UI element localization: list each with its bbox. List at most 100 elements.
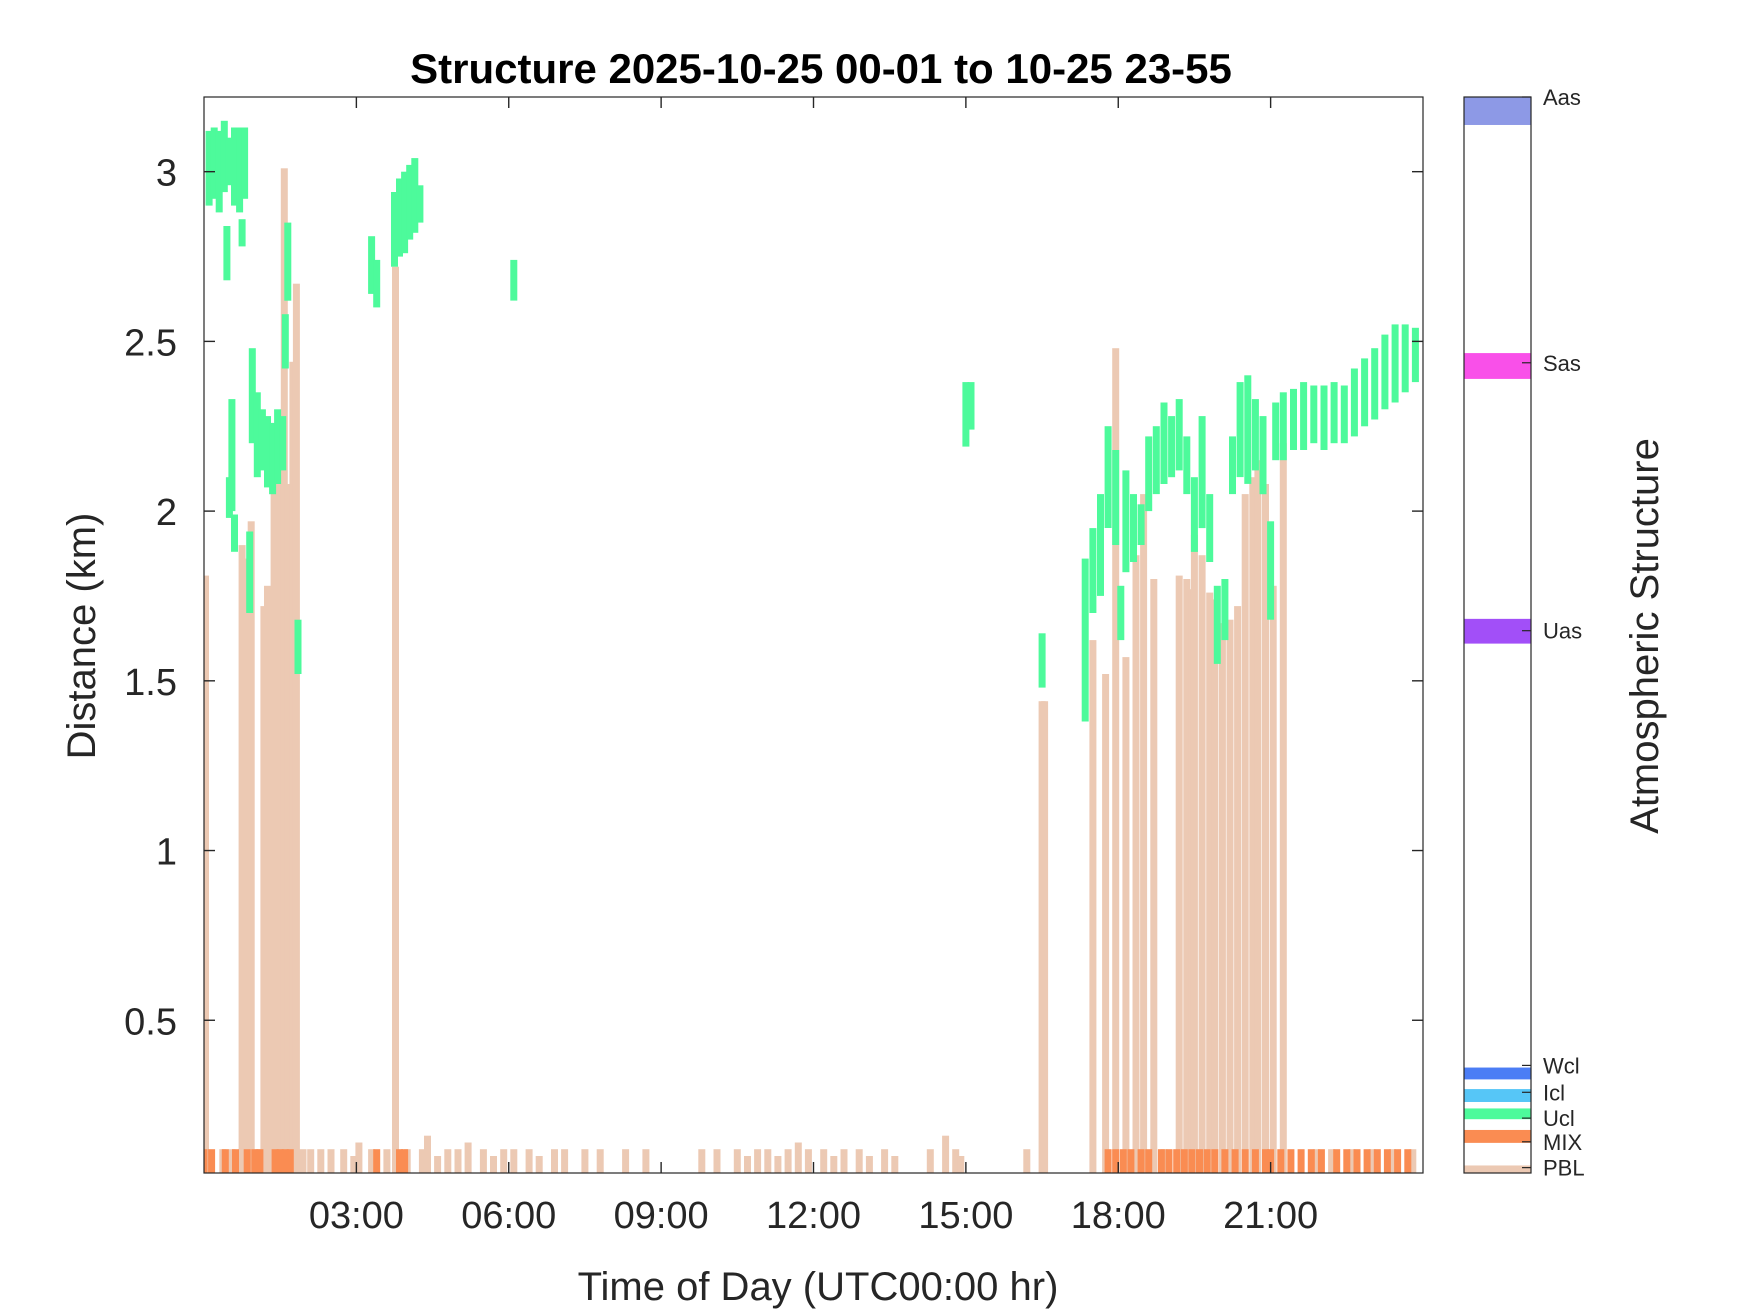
cell-ucl — [1198, 416, 1206, 529]
cell-ucl — [246, 531, 254, 613]
y-tick-label: 2.5 — [124, 322, 177, 364]
cell-ucl — [1213, 585, 1221, 664]
cell-pbl — [1262, 484, 1269, 1173]
cell-mix — [256, 1149, 264, 1173]
cell-pbl — [383, 1149, 391, 1173]
cell-pbl — [1312, 1149, 1320, 1173]
cell-mix — [1157, 1149, 1165, 1173]
cell-mix — [1394, 1149, 1402, 1173]
cell-ucl — [281, 314, 289, 369]
cell-pbl — [1175, 575, 1183, 1173]
colorbar-frame — [1463, 96, 1532, 1174]
cell-ucl — [1236, 382, 1244, 478]
cell-mix — [1173, 1149, 1181, 1173]
cell-ucl — [231, 514, 238, 552]
cell-pbl — [774, 1156, 782, 1173]
cell-ucl — [1371, 348, 1379, 420]
cell-pbl — [1409, 1149, 1417, 1173]
cell-pbl — [957, 1156, 965, 1173]
cell-pbl — [1041, 701, 1049, 1173]
cell-ucl — [1272, 402, 1280, 461]
cell-ucl — [368, 236, 376, 294]
cell-ucl — [1104, 426, 1112, 528]
cell-ucl — [391, 192, 398, 267]
cell-mix — [1165, 1149, 1173, 1173]
cell-pbl — [1241, 494, 1249, 1174]
cell-pbl — [299, 1149, 307, 1173]
cell-ucl — [1381, 334, 1389, 410]
cell-pbl — [622, 1149, 630, 1173]
cell-ucl — [1361, 358, 1369, 427]
cell-mix — [1196, 1149, 1203, 1173]
cell-ucl — [1330, 382, 1338, 444]
cell-pbl — [1122, 657, 1130, 1173]
cell-pbl — [350, 1156, 358, 1173]
cell-pbl — [260, 606, 268, 1173]
cell-pbl — [561, 1149, 569, 1173]
cell-pbl — [830, 1156, 838, 1173]
cell-pbl — [204, 575, 209, 1173]
x-tick-label: 06:00 — [461, 1195, 556, 1237]
cell-pbl — [525, 1149, 533, 1173]
cell-pbl — [744, 1156, 751, 1173]
cell-mix — [271, 1149, 279, 1173]
cell-ucl — [1279, 392, 1287, 461]
cell-ucl — [373, 259, 381, 308]
cell-ucl — [962, 382, 970, 447]
colorbar-band-icl — [1464, 1089, 1531, 1102]
cell-ucl — [1229, 436, 1236, 495]
cell-pbl — [1234, 606, 1242, 1173]
cell-mix — [1145, 1149, 1153, 1173]
cell-pbl — [891, 1156, 899, 1173]
cell-pbl — [1211, 599, 1219, 1173]
cell-pbl — [733, 1149, 741, 1173]
cell-pbl — [355, 1142, 363, 1173]
cell-ucl — [1411, 327, 1419, 383]
cell-ucl — [231, 127, 238, 206]
cell-pbl — [510, 1149, 518, 1173]
cell-pbl — [274, 477, 282, 1173]
y-tick-label: 1 — [156, 832, 177, 874]
cell-ucl — [1267, 521, 1275, 620]
cell-pbl — [820, 1149, 828, 1173]
cell-mix — [281, 1149, 289, 1173]
cell-pbl — [855, 1149, 863, 1173]
cell-ucl — [274, 409, 282, 484]
cell-mix — [1180, 1149, 1188, 1173]
chart-title: Structure 2025-10-25 00-01 to 10-25 23-5… — [410, 45, 1232, 92]
cell-pbl — [804, 1149, 812, 1173]
cell-mix — [1383, 1149, 1391, 1173]
cell-ucl — [1130, 494, 1137, 562]
colorbar-tick-label: Aas — [1543, 85, 1581, 110]
cell-mix — [1333, 1149, 1341, 1173]
cell-pbl — [1269, 585, 1277, 1173]
cell-pbl — [418, 1149, 426, 1173]
cell-mix — [396, 1149, 403, 1173]
cell-ucl — [1081, 558, 1089, 722]
cell-mix — [1307, 1149, 1315, 1173]
cell-ucl — [1244, 375, 1252, 484]
cell-mix — [1262, 1149, 1269, 1173]
cell-pbl — [698, 1149, 706, 1173]
cell-pbl — [1102, 674, 1110, 1173]
x-tick-label: 15:00 — [918, 1195, 1013, 1237]
cell-ucl — [416, 185, 424, 223]
cell-ucl — [294, 619, 302, 674]
cell-pbl — [865, 1156, 873, 1173]
cell-mix — [373, 1149, 381, 1173]
cell-ucl — [1137, 504, 1145, 545]
cell-mix — [221, 1149, 229, 1173]
cell-mix — [208, 1149, 216, 1173]
cell-pbl — [500, 1149, 508, 1173]
colorbar-band-uas — [1464, 618, 1531, 644]
colorbar-tick-label: Icl — [1543, 1080, 1565, 1105]
cell-pbl — [754, 1149, 762, 1173]
cell-pbl — [1150, 579, 1158, 1173]
cell-pbl — [490, 1156, 497, 1173]
colorbar-tick-label: Ucl — [1543, 1106, 1575, 1131]
cell-pbl — [284, 484, 292, 1173]
cell-pbl — [264, 585, 271, 1173]
cell-ucl — [1251, 399, 1259, 471]
cell-ucl — [248, 348, 256, 444]
